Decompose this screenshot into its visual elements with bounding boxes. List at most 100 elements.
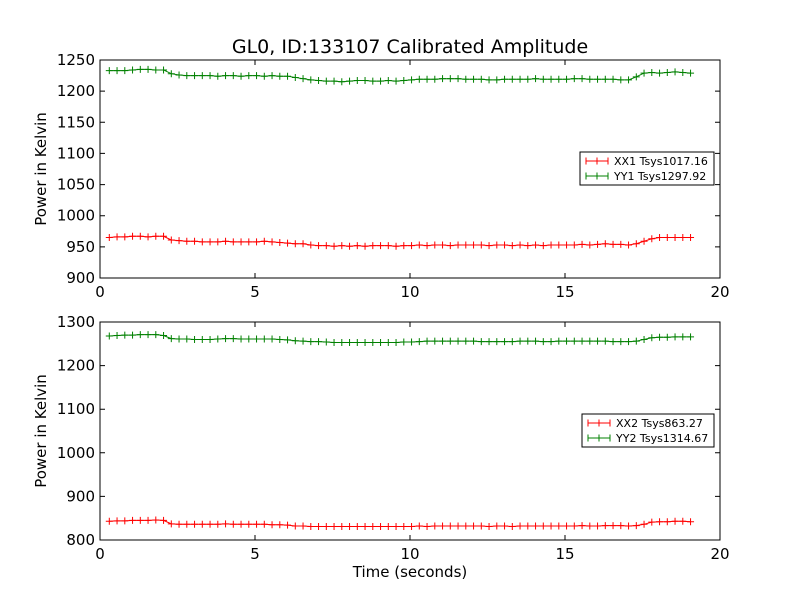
data-point — [167, 70, 175, 78]
data-point — [415, 338, 423, 346]
data-point — [415, 75, 423, 83]
x-tick-label: 5 — [250, 283, 260, 301]
data-point — [563, 75, 571, 83]
data-point — [501, 241, 509, 249]
data-point — [167, 236, 175, 244]
legend-entry-label: YY1 Tsys1297.92 — [613, 170, 706, 183]
data-point — [144, 65, 152, 73]
data-point — [446, 337, 454, 345]
data-point — [253, 238, 261, 246]
data-point — [222, 237, 230, 245]
legend: XX2 Tsys863.27 YY2 Tsys1314.67 — [581, 413, 715, 448]
data-point — [493, 241, 501, 249]
data-point — [152, 66, 160, 74]
data-point — [516, 522, 524, 530]
data-point — [547, 75, 555, 83]
data-point — [136, 65, 144, 73]
data-point — [578, 75, 586, 83]
data-point — [679, 517, 687, 525]
data-point — [423, 522, 431, 530]
data-point — [671, 333, 679, 341]
data-point — [144, 233, 152, 241]
series-line-1 — [109, 519, 691, 527]
legend-swatch — [585, 157, 609, 165]
data-point — [609, 240, 617, 248]
data-point — [632, 522, 640, 530]
data-point — [338, 522, 346, 530]
series-markers-1 — [105, 232, 695, 250]
data-point — [462, 241, 470, 249]
data-point — [625, 522, 633, 530]
data-point — [470, 337, 478, 345]
data-point — [392, 77, 400, 85]
data-point — [198, 335, 206, 343]
data-point — [191, 237, 199, 245]
data-point — [361, 242, 369, 250]
data-point — [485, 76, 493, 84]
legend-entry-label: YY2 Tsys1314.67 — [615, 432, 708, 445]
data-point — [454, 75, 462, 83]
data-point — [167, 520, 175, 528]
data-point — [105, 234, 113, 242]
data-point — [198, 72, 206, 80]
data-point — [253, 520, 261, 528]
data-point — [439, 337, 447, 345]
data-point — [400, 522, 408, 530]
data-point — [687, 234, 695, 242]
data-point — [361, 77, 369, 85]
series-markers-2 — [105, 65, 695, 86]
data-point — [516, 241, 524, 249]
data-point — [136, 516, 144, 524]
data-point — [485, 338, 493, 346]
data-point — [160, 332, 168, 340]
x-tick-label: 0 — [95, 283, 105, 301]
data-point — [113, 233, 121, 241]
y-tick-label: 1100 — [57, 400, 95, 418]
data-point — [594, 522, 602, 530]
data-point — [477, 338, 485, 346]
data-point — [547, 241, 555, 249]
data-point — [245, 72, 253, 80]
data-point — [260, 72, 268, 80]
data-point — [284, 239, 292, 247]
x-tick-label: 10 — [400, 545, 419, 563]
data-point — [237, 72, 245, 80]
series-line-1 — [109, 235, 691, 247]
data-point — [361, 522, 369, 530]
data-point — [640, 335, 648, 343]
data-point — [640, 520, 648, 528]
y-tick-label: 1100 — [57, 144, 95, 162]
data-point — [377, 522, 385, 530]
data-point — [555, 241, 563, 249]
data-point — [369, 338, 377, 346]
data-point — [160, 516, 168, 524]
data-point — [129, 516, 137, 524]
data-point — [369, 77, 377, 85]
y-tick-label: 900 — [66, 269, 95, 287]
data-point — [198, 238, 206, 246]
data-point — [663, 234, 671, 242]
data-point — [245, 520, 253, 528]
data-point — [470, 75, 478, 83]
y-axis-label: Power in Kelvin — [32, 374, 50, 488]
data-point — [501, 338, 509, 346]
data-point — [206, 72, 214, 80]
data-point — [129, 331, 137, 339]
data-point — [338, 78, 346, 86]
data-point — [663, 68, 671, 76]
data-point — [648, 235, 656, 243]
data-point — [167, 335, 175, 343]
data-point — [601, 75, 609, 83]
data-point — [291, 337, 299, 345]
data-point — [330, 77, 338, 85]
data-point — [493, 522, 501, 530]
data-point — [532, 241, 540, 249]
data-point — [129, 66, 137, 74]
data-point — [214, 335, 222, 343]
data-point — [183, 335, 191, 343]
data-point — [268, 238, 276, 246]
data-point — [377, 338, 385, 346]
data-point — [384, 522, 392, 530]
data-point — [384, 77, 392, 85]
data-point — [369, 242, 377, 250]
